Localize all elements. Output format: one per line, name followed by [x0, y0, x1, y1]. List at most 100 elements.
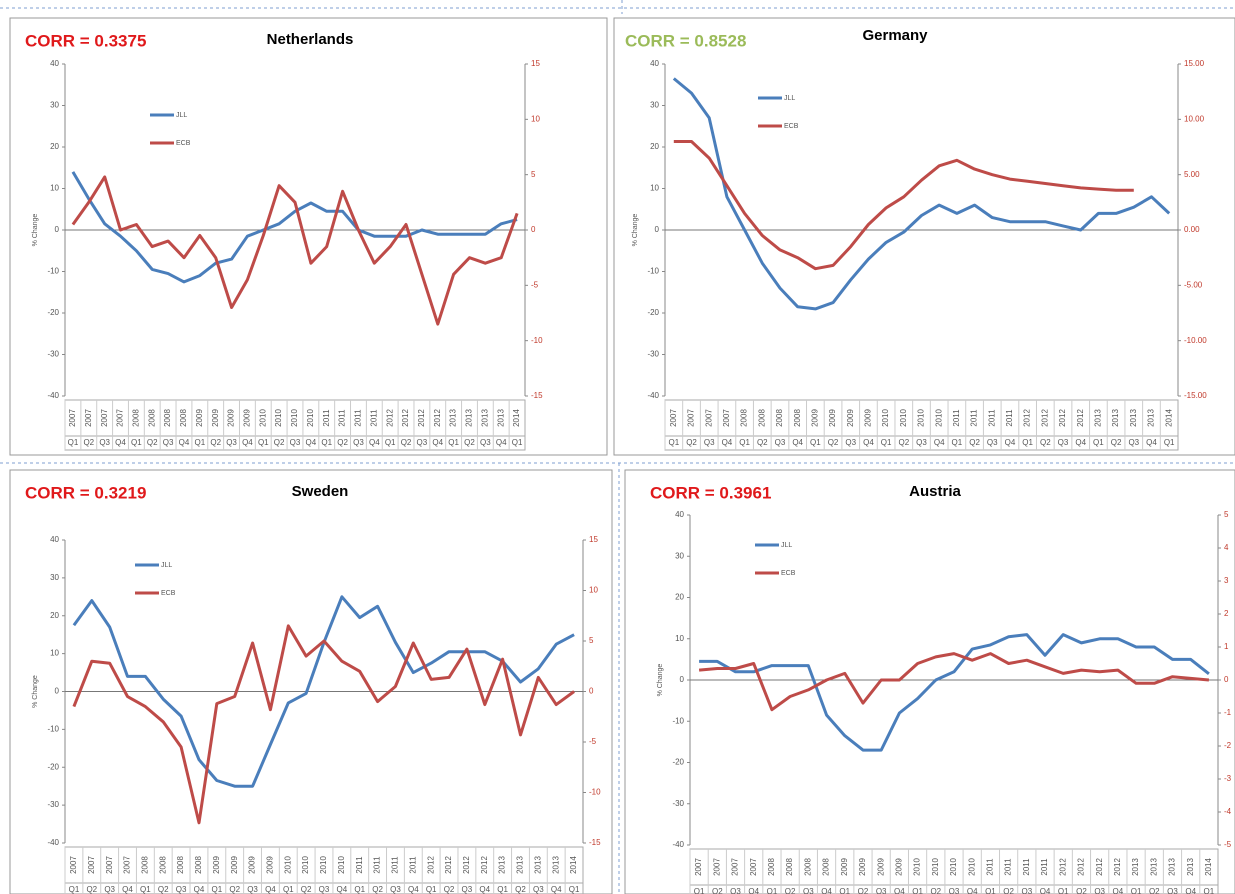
panel-frame: [9, 469, 613, 894]
x-tick-year: 2008: [793, 409, 802, 427]
y-tick-label: -40: [47, 838, 59, 847]
x-tick-quarter: Q3: [1094, 887, 1105, 894]
x-tick-quarter: Q4: [863, 438, 874, 447]
x-tick-quarter: Q1: [739, 438, 750, 447]
y2-tick-label: 15: [531, 59, 540, 68]
x-tick-year: 2008: [785, 858, 794, 876]
x-tick-quarter: Q3: [353, 438, 364, 447]
x-tick-year: 2010: [301, 856, 310, 874]
y-tick-label: 20: [50, 611, 59, 620]
x-tick-year: 2011: [1005, 409, 1014, 427]
x-tick-quarter: Q4: [1075, 438, 1086, 447]
x-tick-year: 2011: [355, 856, 364, 874]
y2-tick-label: -4: [1224, 807, 1232, 816]
y-tick-label: 20: [675, 593, 684, 602]
x-tick-quarter: Q4: [1113, 887, 1124, 894]
x-tick-quarter: Q2: [1076, 887, 1087, 894]
series-line: [699, 633, 1210, 752]
y-tick-label: 0: [55, 225, 60, 234]
y2-tick-label: -2: [1224, 741, 1232, 750]
x-tick-year: 2013: [1149, 858, 1158, 876]
y2-tick-label: 10.00: [1184, 114, 1205, 123]
x-tick-year: 2007: [669, 409, 678, 427]
x-tick-quarter: Q1: [1164, 438, 1175, 447]
y-tick-label: -10: [672, 716, 684, 725]
y2-tick-label: -10.00: [1184, 336, 1207, 345]
x-tick-year: 2008: [775, 409, 784, 427]
x-tick-year: 2013: [1111, 409, 1120, 427]
x-tick-year: 2014: [512, 409, 521, 427]
y2-tick-label: -5: [1224, 840, 1232, 849]
x-tick-year: 2010: [306, 409, 315, 427]
y-tick-label: -20: [47, 308, 59, 317]
x-tick-quarter: Q4: [369, 438, 380, 447]
x-tick-quarter: Q2: [858, 887, 869, 894]
x-tick-quarter: Q3: [916, 438, 927, 447]
x-tick-quarter: Q2: [301, 885, 312, 894]
y-axis-label: % Change: [32, 214, 39, 247]
legend-label: JLL: [784, 95, 795, 102]
x-tick-year: 2010: [913, 858, 922, 876]
x-tick-year: 2009: [810, 409, 819, 427]
series-line: [673, 140, 1134, 271]
x-tick-year: 2007: [84, 409, 93, 427]
x-tick-quarter: Q1: [839, 887, 850, 894]
x-tick-quarter: Q2: [464, 438, 475, 447]
x-tick-year: 2012: [1040, 409, 1049, 427]
x-tick-year: 2007: [687, 409, 696, 427]
x-tick-quarter: Q4: [242, 438, 253, 447]
x-tick-year: 2013: [465, 409, 474, 427]
y2-tick-label: -15: [531, 391, 543, 400]
y-tick-label: -40: [47, 391, 59, 400]
x-tick-quarter: Q4: [479, 885, 490, 894]
x-tick-year: 2014: [569, 856, 578, 874]
x-tick-year: 2009: [212, 856, 221, 874]
x-tick-year: 2013: [516, 856, 525, 874]
x-tick-quarter: Q4: [894, 887, 905, 894]
x-tick-quarter: Q3: [1167, 887, 1178, 894]
x-tick-year: 2008: [140, 856, 149, 874]
x-tick-year: 2013: [496, 409, 505, 427]
x-tick-year: 2011: [369, 409, 378, 427]
x-tick-quarter: Q2: [401, 438, 412, 447]
x-tick-quarter: Q3: [290, 438, 301, 447]
x-tick-year: 2009: [227, 409, 236, 427]
series-line: [71, 171, 518, 284]
x-tick-year: 2007: [694, 858, 703, 876]
x-tick-quarter: Q1: [497, 885, 508, 894]
x-tick-year: 2013: [1131, 858, 1140, 876]
y-tick-label: 30: [675, 551, 684, 560]
x-tick-quarter: Q3: [226, 438, 237, 447]
x-tick-quarter: Q4: [408, 885, 419, 894]
x-tick-year: 2011: [987, 409, 996, 427]
x-tick-year: 2008: [194, 856, 203, 874]
x-tick-quarter: Q4: [1185, 887, 1196, 894]
x-tick-quarter: Q1: [1204, 887, 1215, 894]
x-tick-quarter: Q4: [934, 438, 945, 447]
x-tick-quarter: Q1: [985, 887, 996, 894]
x-tick-year: 2009: [243, 409, 252, 427]
y2-tick-label: -5: [589, 737, 597, 746]
x-tick-year: 2008: [822, 858, 831, 876]
y2-tick-label: 0: [589, 687, 594, 696]
x-tick-quarter: Q3: [1058, 438, 1069, 447]
x-tick-year: 2009: [266, 856, 275, 874]
x-tick-quarter: Q3: [704, 438, 715, 447]
correlation-annotation: CORR = 0.3375: [25, 31, 146, 50]
x-tick-quarter: Q2: [686, 438, 697, 447]
x-tick-year: 2007: [704, 409, 713, 427]
x-tick-year: 2009: [876, 858, 885, 876]
x-tick-quarter: Q1: [569, 885, 580, 894]
x-tick-quarter: Q1: [354, 885, 365, 894]
x-tick-year: 2012: [1058, 858, 1067, 876]
x-tick-quarter: Q4: [551, 885, 562, 894]
x-tick-year: 2009: [230, 856, 239, 874]
x-tick-year: 2007: [100, 409, 109, 427]
x-tick-year: 2009: [858, 858, 867, 876]
y-tick-label: 40: [650, 59, 659, 68]
x-tick-year: 2011: [322, 409, 331, 427]
series-line: [72, 624, 575, 825]
x-tick-quarter: Q1: [1093, 438, 1104, 447]
x-tick-quarter: Q3: [319, 885, 330, 894]
